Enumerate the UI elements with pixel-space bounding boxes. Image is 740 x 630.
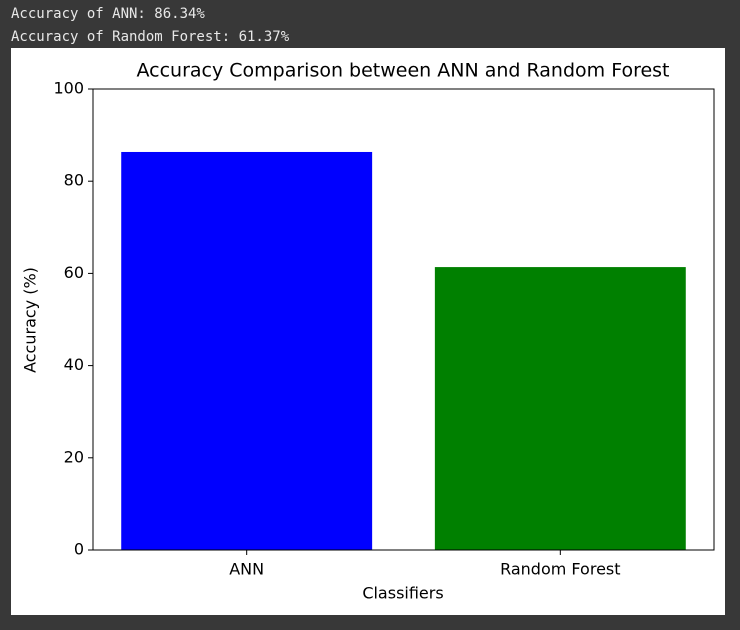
- x-tick-label: Random Forest: [500, 560, 620, 579]
- y-tick-label: 0: [74, 540, 84, 559]
- output-line: Accuracy of Random Forest: 61.37%: [11, 29, 290, 45]
- y-tick-label: 100: [53, 79, 84, 98]
- bar: [434, 267, 686, 550]
- chart-title: Accuracy Comparison between ANN and Rand…: [136, 60, 669, 82]
- x-axis-label: Classifiers: [362, 584, 443, 603]
- y-tick-label: 60: [64, 263, 84, 282]
- x-tick-label: ANN: [229, 560, 264, 579]
- y-axis-label: Accuracy (%): [21, 267, 40, 373]
- bar: [121, 151, 373, 550]
- output-line: Accuracy of ANN: 86.34%: [11, 6, 205, 22]
- y-tick-label: 40: [64, 355, 84, 374]
- y-tick-label: 80: [64, 171, 84, 190]
- plot-frame: [92, 88, 715, 551]
- y-tick-label: 20: [64, 447, 84, 466]
